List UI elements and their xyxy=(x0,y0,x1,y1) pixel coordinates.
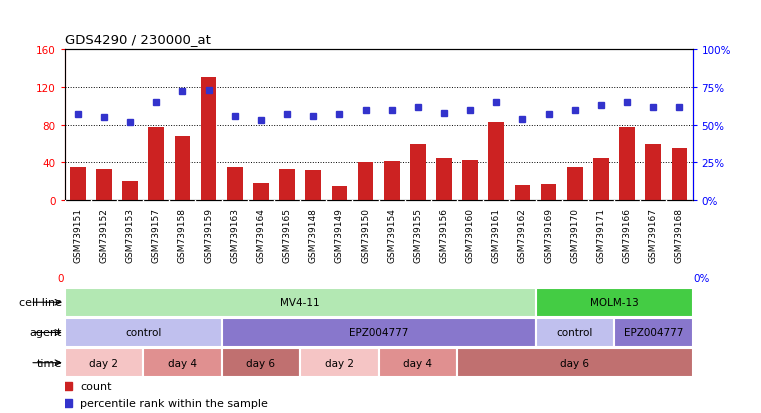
Bar xyxy=(614,318,693,347)
Bar xyxy=(65,288,536,317)
Bar xyxy=(174,137,190,201)
Bar xyxy=(96,170,112,201)
Bar xyxy=(514,186,530,201)
Text: cell line: cell line xyxy=(18,297,62,308)
Bar xyxy=(227,168,243,201)
Bar xyxy=(567,168,583,201)
Bar xyxy=(221,318,536,347)
Bar xyxy=(536,318,614,347)
Bar xyxy=(123,182,138,201)
Text: GSM739150: GSM739150 xyxy=(361,208,370,263)
Text: EPZ004777: EPZ004777 xyxy=(623,328,683,338)
Text: GSM739157: GSM739157 xyxy=(151,208,161,263)
Text: GSM739155: GSM739155 xyxy=(413,208,422,263)
Text: count: count xyxy=(81,381,112,391)
Text: EPZ004777: EPZ004777 xyxy=(349,328,409,338)
Text: GSM739149: GSM739149 xyxy=(335,208,344,262)
Text: day 6: day 6 xyxy=(247,358,275,368)
Text: GSM739171: GSM739171 xyxy=(597,208,606,263)
Text: GSM739161: GSM739161 xyxy=(492,208,501,263)
Text: GSM739151: GSM739151 xyxy=(73,208,82,263)
Text: 0: 0 xyxy=(58,273,64,283)
Text: GSM739165: GSM739165 xyxy=(282,208,291,263)
Text: GSM739159: GSM739159 xyxy=(204,208,213,263)
Text: control: control xyxy=(556,328,593,338)
Bar xyxy=(619,127,635,201)
Text: percentile rank within the sample: percentile rank within the sample xyxy=(81,398,269,408)
Text: GSM739164: GSM739164 xyxy=(256,208,266,262)
Bar xyxy=(358,163,374,201)
Text: 0%: 0% xyxy=(693,273,709,283)
Text: control: control xyxy=(125,328,161,338)
Bar xyxy=(143,348,221,377)
Bar xyxy=(148,127,164,201)
Text: GSM739153: GSM739153 xyxy=(126,208,135,263)
Text: GSM739170: GSM739170 xyxy=(570,208,579,263)
Bar xyxy=(593,158,609,201)
Text: GSM739152: GSM739152 xyxy=(100,208,108,262)
Bar xyxy=(65,348,143,377)
Bar xyxy=(70,168,86,201)
Text: MOLM-13: MOLM-13 xyxy=(590,297,638,308)
Text: GSM739156: GSM739156 xyxy=(440,208,448,263)
Text: GDS4290 / 230000_at: GDS4290 / 230000_at xyxy=(65,33,211,46)
Bar xyxy=(279,170,295,201)
Text: GSM739168: GSM739168 xyxy=(675,208,684,263)
Text: GSM739148: GSM739148 xyxy=(309,208,317,262)
Text: day 4: day 4 xyxy=(403,358,432,368)
Text: time: time xyxy=(37,358,62,368)
Text: day 2: day 2 xyxy=(325,358,354,368)
Text: MV4-11: MV4-11 xyxy=(280,297,320,308)
Bar xyxy=(536,288,693,317)
Bar xyxy=(489,123,505,201)
Bar xyxy=(463,160,478,201)
Bar xyxy=(253,184,269,201)
Text: GSM739163: GSM739163 xyxy=(231,208,239,263)
Bar xyxy=(201,78,216,201)
Text: day 6: day 6 xyxy=(560,358,589,368)
Bar xyxy=(645,144,661,201)
Bar xyxy=(379,348,457,377)
Text: GSM739154: GSM739154 xyxy=(387,208,396,262)
Text: GSM739169: GSM739169 xyxy=(544,208,553,263)
Bar xyxy=(671,149,687,201)
Bar xyxy=(65,318,221,347)
Bar xyxy=(457,348,693,377)
Bar xyxy=(221,348,300,377)
Bar xyxy=(410,144,425,201)
Bar xyxy=(305,171,321,201)
Text: GSM739167: GSM739167 xyxy=(649,208,658,263)
Text: GSM739158: GSM739158 xyxy=(178,208,187,263)
Bar xyxy=(332,187,347,201)
Bar xyxy=(300,348,378,377)
Text: agent: agent xyxy=(29,328,62,338)
Text: GSM739166: GSM739166 xyxy=(622,208,632,263)
Bar xyxy=(384,162,400,201)
Text: day 2: day 2 xyxy=(90,358,119,368)
Text: GSM739160: GSM739160 xyxy=(466,208,475,263)
Bar xyxy=(436,158,452,201)
Text: day 4: day 4 xyxy=(168,358,197,368)
Bar xyxy=(541,185,556,201)
Text: GSM739162: GSM739162 xyxy=(518,208,527,262)
